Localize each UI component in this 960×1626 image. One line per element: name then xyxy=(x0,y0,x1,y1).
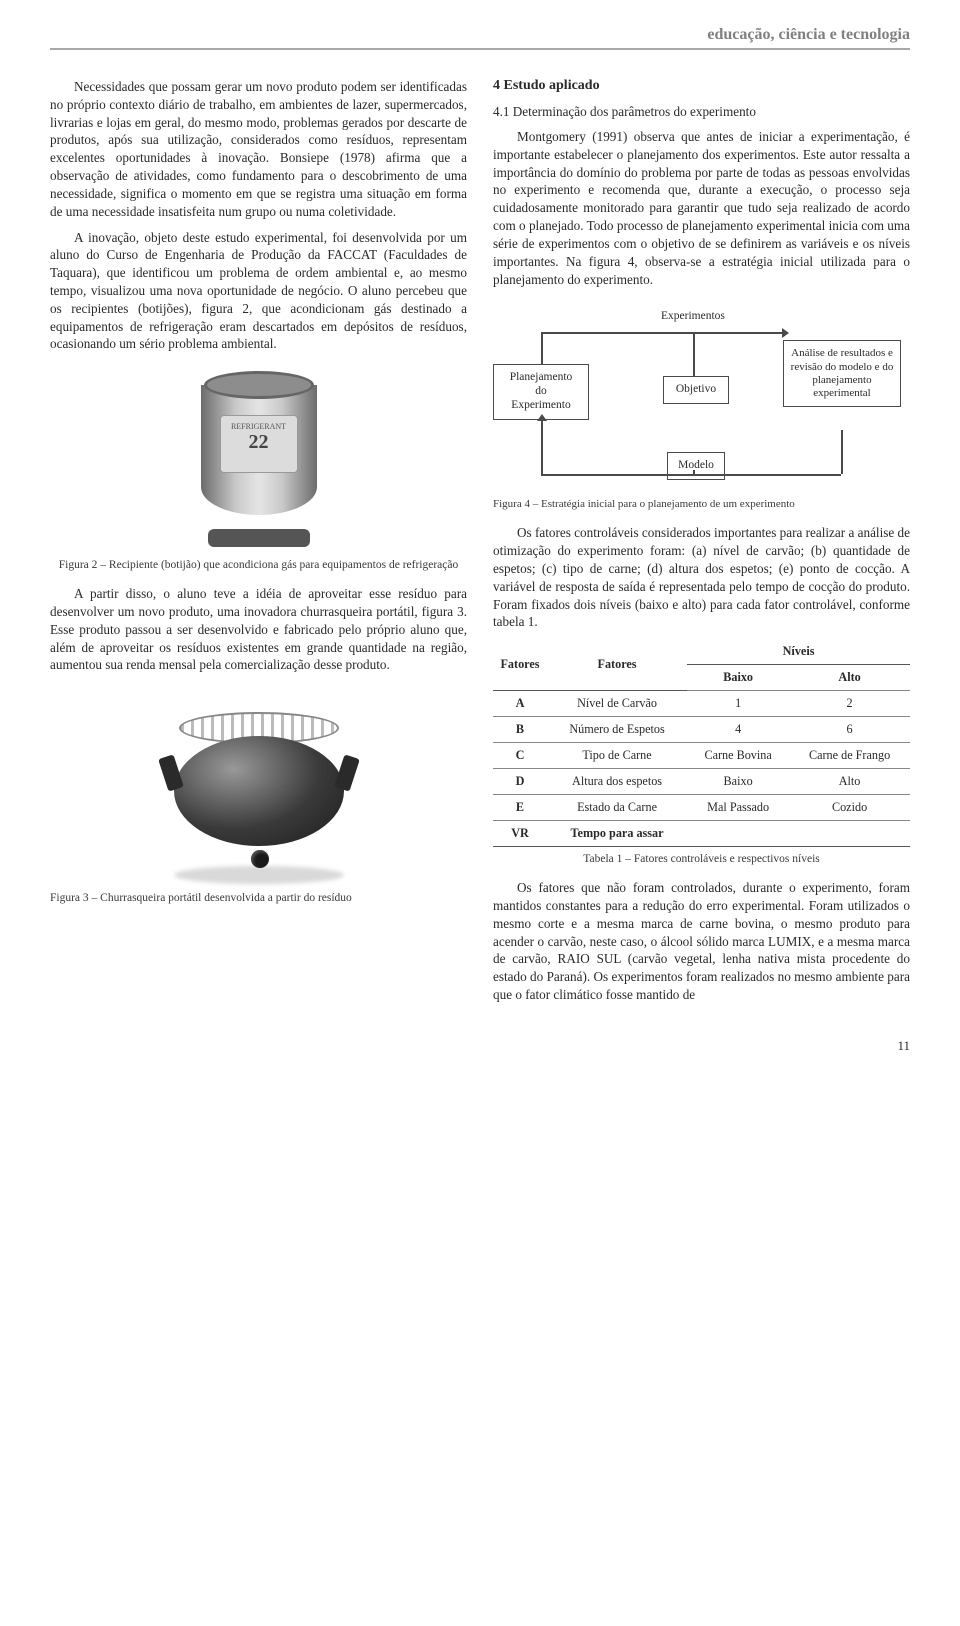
th-fatores-name: Fatores xyxy=(547,639,687,691)
paragraph: Montgomery (1991) observa que antes de i… xyxy=(493,128,910,288)
body-text: Necessidades que possam gerar um novo pr… xyxy=(50,79,467,219)
pot-body-icon xyxy=(174,736,344,846)
table-row: BNúmero de Espetos46 xyxy=(493,717,910,743)
table-cell: Cozido xyxy=(789,795,910,821)
table-cell: VR xyxy=(493,821,547,847)
th-baixo: Baixo xyxy=(687,665,789,691)
paragraph: Necessidades que possam gerar um novo pr… xyxy=(50,78,467,221)
shadow-icon xyxy=(174,866,344,884)
connector-arrow xyxy=(773,332,783,334)
body-text: Os fatores que não foram controlados, du… xyxy=(493,880,910,1002)
page-number: 11 xyxy=(50,1038,910,1054)
knob-icon xyxy=(251,850,269,868)
handle-right-icon xyxy=(334,755,360,792)
node-label: Análise de resultados e revisão do model… xyxy=(791,347,894,399)
table-cell: E xyxy=(493,795,547,821)
node-label: Objetivo xyxy=(676,383,716,395)
label-small: REFRIGERANT xyxy=(221,422,297,431)
figure-4-diagram: PlanejamentodoExperimento Experimentos O… xyxy=(493,302,910,492)
label-large: 22 xyxy=(221,431,297,454)
table-row: DAltura dos espetosBaixoAlto xyxy=(493,769,910,795)
node-planning: PlanejamentodoExperimento xyxy=(493,364,589,419)
handle-left-icon xyxy=(158,755,184,792)
figure-3-pot xyxy=(149,686,369,886)
node-model: Modelo xyxy=(667,452,725,480)
table-row: EEstado da CarneMal PassadoCozido xyxy=(493,795,910,821)
body-text: A partir disso, o aluno teve a idéia de … xyxy=(50,586,467,672)
right-column: 4 Estudo aplicado 4.1 Determinação dos p… xyxy=(493,78,910,1012)
subsection-heading: 4.1 Determinação dos parâmetros do exper… xyxy=(493,104,910,120)
th-fatores-code: Fatores xyxy=(493,639,547,691)
paragraph: Os fatores que não foram controlados, du… xyxy=(493,879,910,1004)
table-cell: 1 xyxy=(687,691,789,717)
table-cell: Estado da Carne xyxy=(547,795,687,821)
connector-arrow xyxy=(541,420,543,474)
table-cell: Tipo de Carne xyxy=(547,743,687,769)
body-text: Os fatores controláveis considerados imp… xyxy=(493,525,910,629)
connector xyxy=(693,470,695,474)
node-label: PlanejamentodoExperimento xyxy=(510,371,573,411)
body-text: A inovação, objeto deste estudo experime… xyxy=(50,230,467,352)
connector xyxy=(541,332,543,364)
table-cell: Nível de Carvão xyxy=(547,691,687,717)
th-alto: Alto xyxy=(789,665,910,691)
table-cell: Altura dos espetos xyxy=(547,769,687,795)
table-cell xyxy=(687,821,789,847)
th-niveis: Níveis xyxy=(687,639,910,665)
two-column-layout: Necessidades que possam gerar um novo pr… xyxy=(50,78,910,1012)
connector xyxy=(841,430,843,474)
section-heading: 4 Estudo aplicado xyxy=(493,78,910,94)
paragraph: A partir disso, o aluno teve a idéia de … xyxy=(50,585,467,674)
connector xyxy=(541,474,841,476)
table-cell: Alto xyxy=(789,769,910,795)
journal-section-header: educação, ciência e tecnologia xyxy=(50,26,910,50)
node-analysis: Análise de resultados e revisão do model… xyxy=(783,340,901,407)
figure-2-cylinder: REFRIGERANT 22 xyxy=(174,363,344,553)
figure-4-caption: Figura 4 – Estratégia inicial para o pla… xyxy=(493,498,910,510)
table-row: CTipo de CarneCarne BovinaCarne de Frang… xyxy=(493,743,910,769)
table-cell: 6 xyxy=(789,717,910,743)
figure-2-caption: Figura 2 – Recipiente (botijão) que acon… xyxy=(50,559,467,571)
cylinder-top-icon xyxy=(204,371,314,399)
connector xyxy=(541,332,781,334)
table-cell: 4 xyxy=(687,717,789,743)
table-cell: Número de Espetos xyxy=(547,717,687,743)
cylinder-base-icon xyxy=(208,529,310,547)
table-body: ANível de Carvão12BNúmero de Espetos46CT… xyxy=(493,691,910,847)
label-experiments: Experimentos xyxy=(661,310,725,322)
table-factors: Fatores Fatores Níveis Baixo Alto ANível… xyxy=(493,639,910,847)
paragraph: A inovação, objeto deste estudo experime… xyxy=(50,229,467,354)
table-cell: Mal Passado xyxy=(687,795,789,821)
table-cell: A xyxy=(493,691,547,717)
node-objective: Objetivo xyxy=(663,376,729,404)
table-cell: B xyxy=(493,717,547,743)
node-label: Modelo xyxy=(678,459,714,471)
table-cell: Baixo xyxy=(687,769,789,795)
table-row: ANível de Carvão12 xyxy=(493,691,910,717)
table-cell: D xyxy=(493,769,547,795)
paragraph: Os fatores controláveis considerados imp… xyxy=(493,524,910,631)
table-cell xyxy=(789,821,910,847)
figure-3-caption: Figura 3 – Churrasqueira portátil desenv… xyxy=(50,892,467,904)
cylinder-label: REFRIGERANT 22 xyxy=(220,415,298,473)
table-cell: C xyxy=(493,743,547,769)
table-cell: Carne Bovina xyxy=(687,743,789,769)
left-column: Necessidades que possam gerar um novo pr… xyxy=(50,78,467,1012)
body-text: Montgomery (1991) observa que antes de i… xyxy=(493,129,910,287)
table-row-vr: VRTempo para assar xyxy=(493,821,910,847)
table-cell: 2 xyxy=(789,691,910,717)
table-cell: Tempo para assar xyxy=(547,821,687,847)
table-1-caption: Tabela 1 – Fatores controláveis e respec… xyxy=(493,853,910,865)
table-cell: Carne de Frango xyxy=(789,743,910,769)
connector xyxy=(693,332,695,376)
